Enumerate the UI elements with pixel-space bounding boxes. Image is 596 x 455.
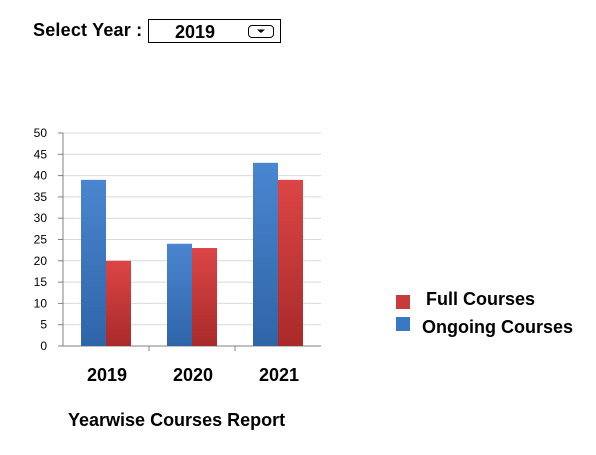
legend-label-full-courses: Full Courses [426,289,536,309]
select-year-label: Select Year : [33,20,143,40]
year-select-value: 2019 [175,22,216,42]
y-tick-label: 15 [34,275,48,289]
y-tick-label: 20 [34,254,48,268]
x-tick-label: 2019 [87,365,127,385]
bar-full-courses-2021 [278,179,303,346]
legend-label-ongoing-courses: Ongoing Courses [422,317,574,337]
y-tick-label: 30 [34,211,48,225]
y-tick-label: 50 [34,126,48,140]
legend-swatch-full-courses [396,295,410,309]
bar-full-courses-2020 [192,248,217,346]
chevron-down-icon[interactable] [248,25,274,38]
y-tick-label: 45 [34,147,48,161]
y-tick-label: 35 [34,190,48,204]
bar-ongoing-courses-2019 [81,179,106,346]
courses-bar-chart: 0 5 10 15 20 25 30 35 40 45 50 2019 2020 2021 [34,126,321,385]
bar-ongoing-courses-2021 [253,162,278,346]
chart-title: Yearwise Courses Report [68,410,286,430]
y-tick-label: 40 [34,169,48,183]
y-tick-label: 5 [40,318,47,332]
y-tick-label: 25 [34,233,48,247]
bar-ongoing-courses-2020 [167,243,192,346]
x-tick-label: 2021 [259,365,299,385]
y-tick-label: 10 [34,296,48,310]
year-select[interactable]: 2019 [148,19,281,43]
bar-full-courses-2019 [106,260,131,346]
y-tick-label: 0 [40,339,47,353]
x-tick-label: 2020 [173,365,213,385]
legend-swatch-ongoing-courses [396,317,410,331]
